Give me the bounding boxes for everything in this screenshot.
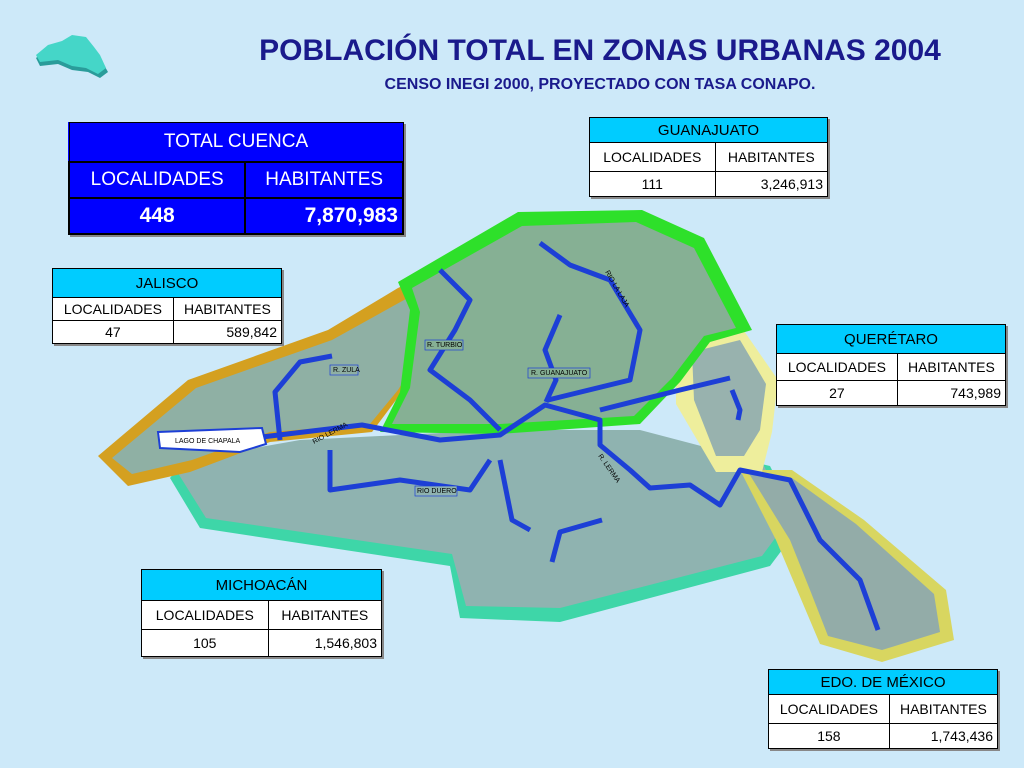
- map-label: LAGO DE CHAPALA: [175, 438, 241, 445]
- column-header: HABITANTES: [172, 297, 283, 321]
- logo: [36, 35, 108, 78]
- cell: 3,246,913: [714, 171, 829, 197]
- column-header: HABITANTES: [888, 694, 999, 724]
- map-label: R. GUANAJUATO: [531, 370, 588, 377]
- cell: 1,743,436: [888, 723, 999, 749]
- region-queretaro: [676, 328, 778, 472]
- cell: 7,870,983: [244, 197, 404, 235]
- column-header: LOCALIDADES: [776, 353, 898, 381]
- cell: 158: [768, 723, 890, 749]
- column-header: HABITANTES: [714, 142, 829, 172]
- subtitle: CENSO INEGI 2000, PROYECTADO CON TASA CO…: [384, 76, 816, 93]
- cell: 743,989: [896, 380, 1007, 406]
- cell: 1,546,803: [267, 629, 383, 657]
- cell: 27: [776, 380, 898, 406]
- map-label: R. ZULA: [333, 367, 360, 374]
- table-title: GUANAJUATO: [589, 117, 828, 143]
- column-header: LOCALIDADES: [52, 297, 174, 321]
- column-header: HABITANTES: [267, 600, 383, 630]
- cell: 589,842: [172, 320, 283, 344]
- cell: 47: [52, 320, 174, 344]
- table-title: EDO. DE MÉXICO: [768, 669, 998, 695]
- table-michoacan: MICHOACÁN LOCALIDADES HABITANTES 105 1,546…: [141, 569, 383, 657]
- table-title: JALISCO: [52, 268, 282, 298]
- table-edomex: EDO. DE MÉXICO LOCALIDADES HABITANTES 158…: [768, 669, 999, 749]
- rivers: [261, 240, 881, 631]
- column-header: HABITANTES: [896, 353, 1007, 381]
- table-queretaro: QUERÉTARO LOCALIDADES HABITANTES 27 743,98…: [776, 324, 1007, 406]
- table-total: TOTAL CUENCA LOCALIDADES HABITANTES 448 7,…: [67, 122, 404, 235]
- column-header: LOCALIDADES: [768, 694, 890, 724]
- table-guanajuato: GUANAJUATO LOCALIDADES HABITANTES 111 3,24…: [589, 117, 829, 197]
- map-label: RIO DUERO: [417, 488, 457, 495]
- column-header: LOCALIDADES: [67, 161, 247, 199]
- title: POBLACIÓN TOTAL EN ZONAS URBANAS 2004: [259, 34, 941, 67]
- table-title: MICHOACÁN: [141, 569, 382, 601]
- map-label: R. TURBIO: [427, 342, 463, 349]
- cell: 448: [67, 197, 247, 235]
- table-title: QUERÉTARO: [776, 324, 1006, 354]
- cell: 105: [141, 629, 269, 657]
- column-header: LOCALIDADES: [141, 600, 269, 630]
- column-header: HABITANTES: [244, 161, 404, 199]
- cell: 111: [589, 171, 716, 197]
- region-guanajuato: [380, 210, 752, 434]
- column-header: LOCALIDADES: [589, 142, 716, 172]
- table-jalisco: JALISCO LOCALIDADES HABITANTES 47 589,842: [52, 268, 283, 344]
- table-title: TOTAL CUENCA: [68, 122, 404, 163]
- lake: [156, 426, 268, 454]
